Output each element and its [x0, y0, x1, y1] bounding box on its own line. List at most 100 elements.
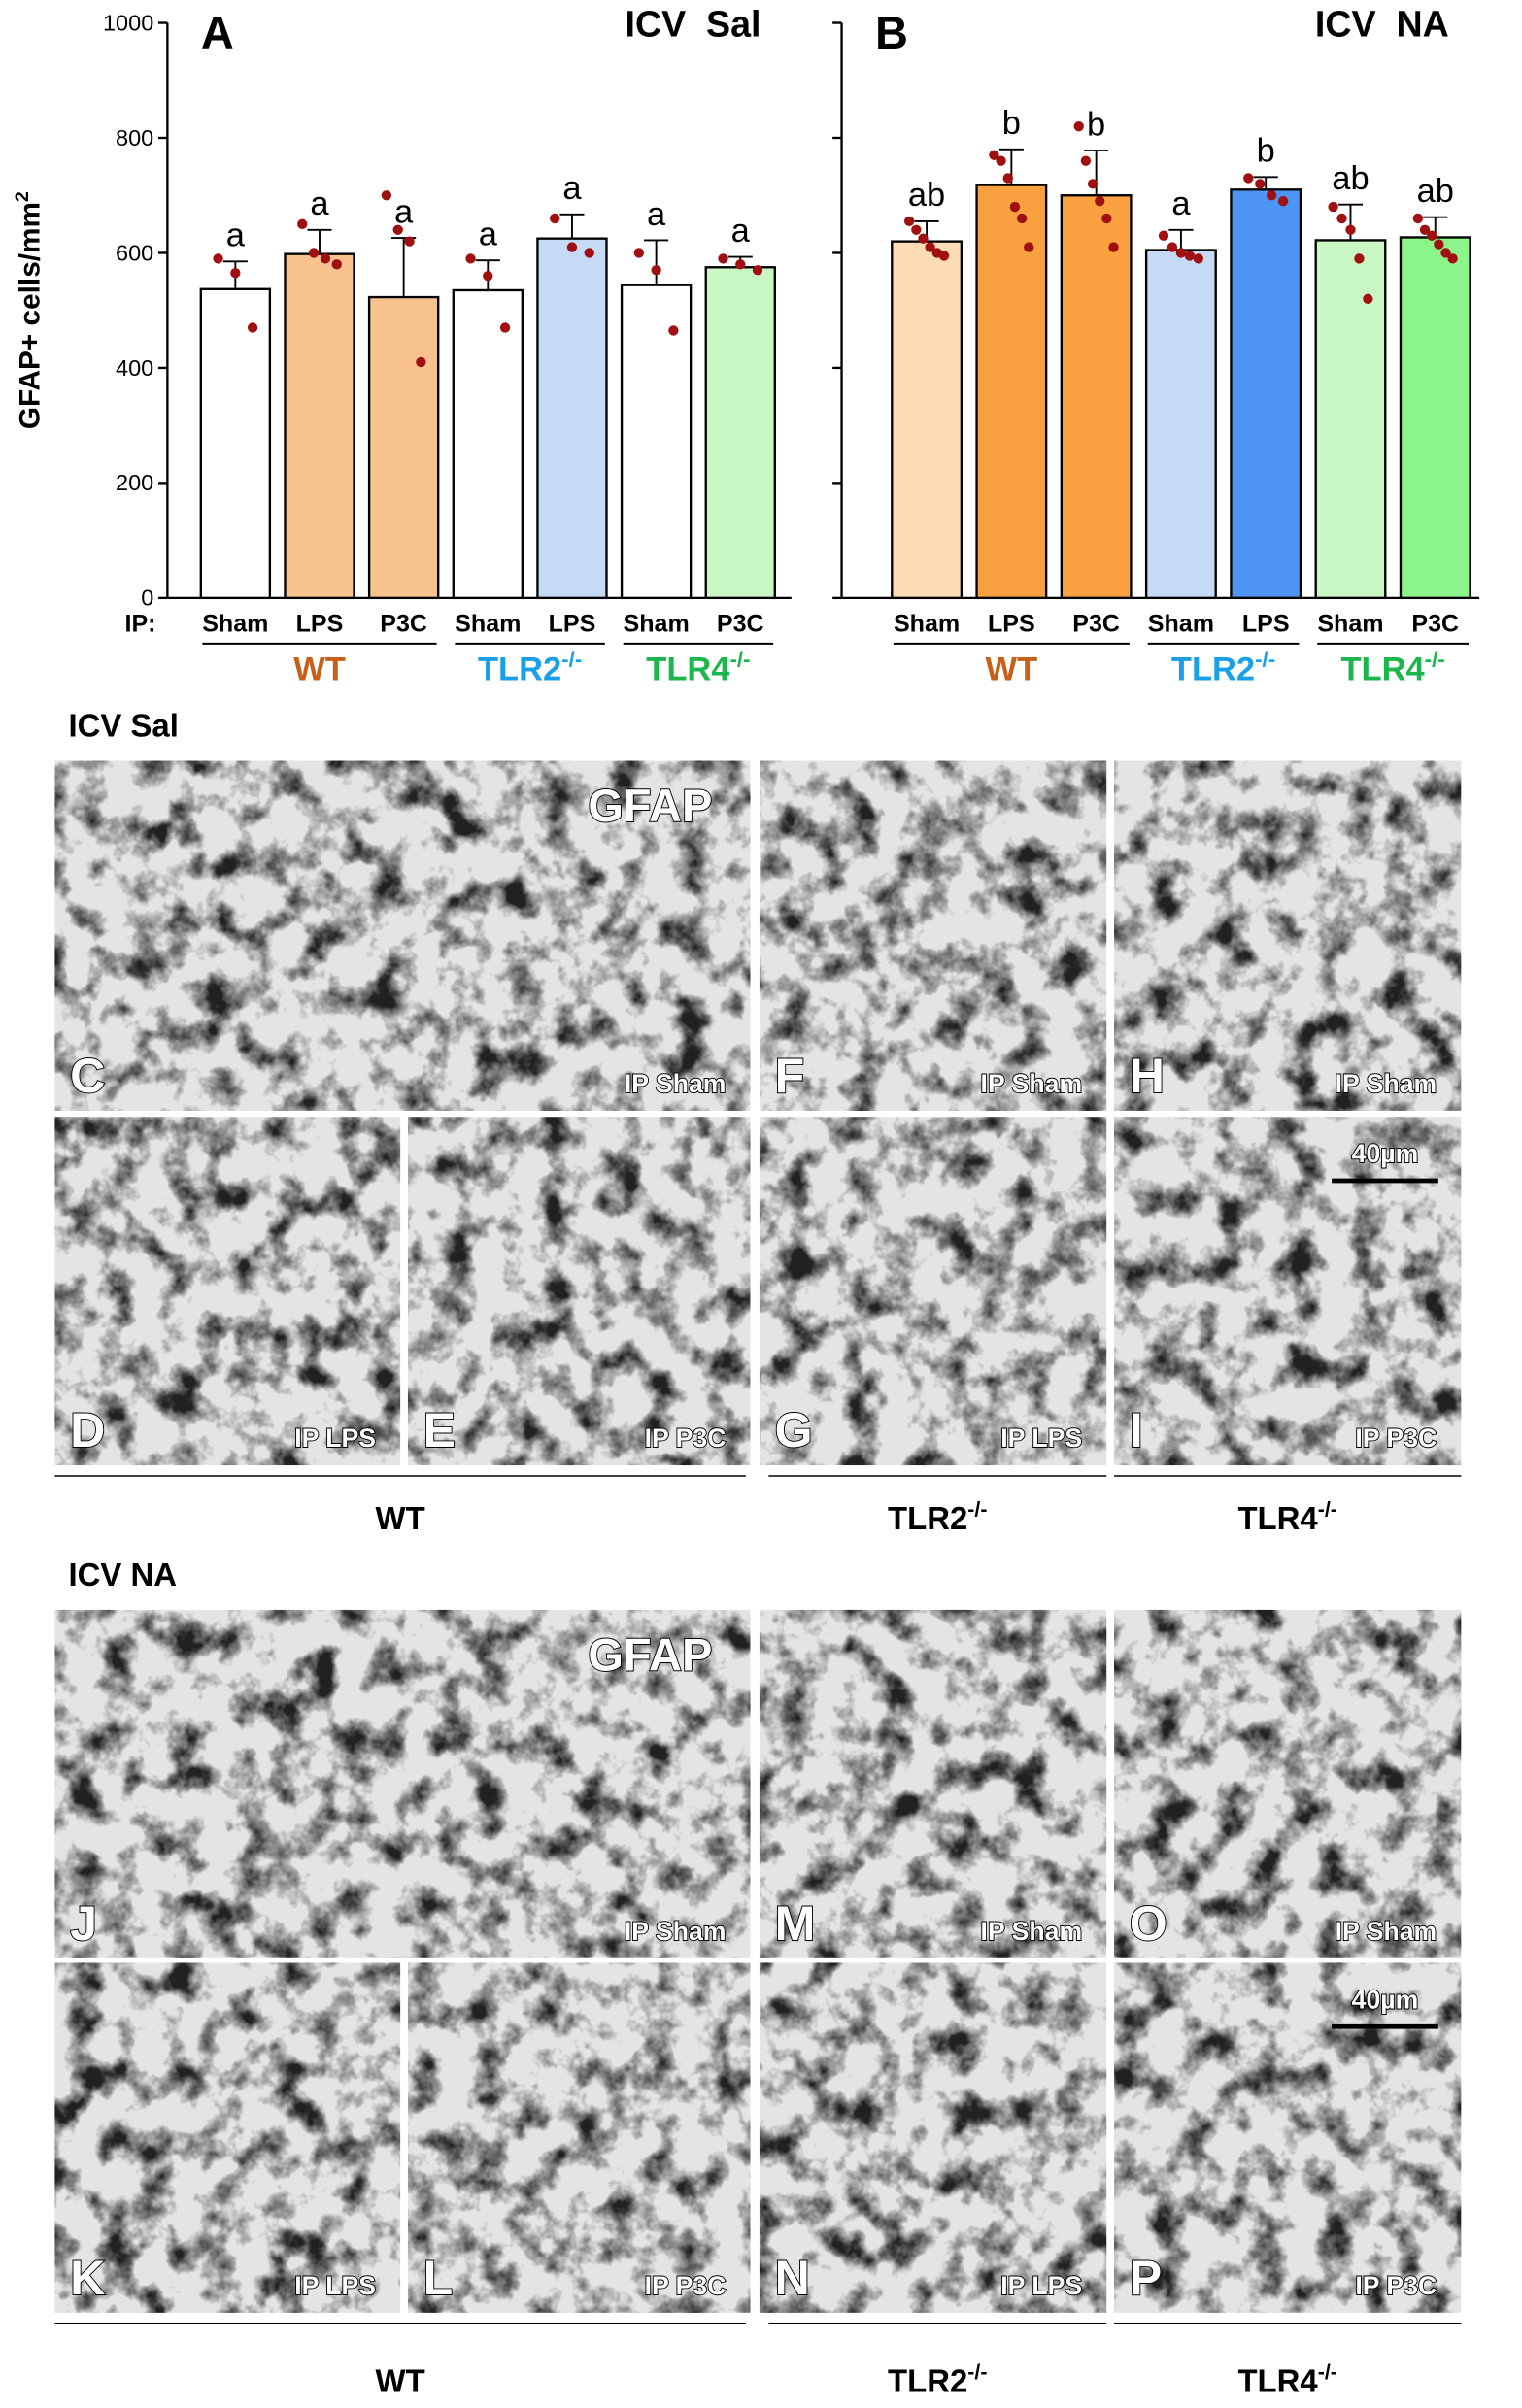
panel-letter: B [875, 7, 908, 58]
data-point [1095, 195, 1105, 207]
group-label: TLR2-/- [1171, 648, 1275, 688]
data-point [381, 190, 392, 201]
data-point [465, 253, 476, 264]
bar [1144, 249, 1217, 600]
bar [704, 266, 776, 600]
panel-letter: E [423, 1403, 456, 1457]
bar [199, 287, 272, 600]
data-point [1412, 213, 1424, 224]
data-point [1009, 201, 1021, 213]
data-point [1328, 201, 1338, 213]
x-tick-label: P3C [717, 610, 764, 637]
significance-letter: b [1002, 105, 1021, 142]
x-tick-label: LPS [296, 610, 344, 637]
genotype-label-sup: -/- [1318, 1498, 1337, 1522]
error-bar [391, 237, 417, 298]
panel-letter: M [775, 1896, 816, 1951]
micrograph [407, 1962, 751, 2313]
panel-caption: IP Sham [981, 1917, 1083, 1946]
y-axis-label: GFAP+ cells/mm2 [12, 191, 47, 429]
data-point [1447, 253, 1458, 264]
data-point [918, 233, 929, 244]
error-bar [1253, 176, 1278, 190]
significance-letter: b [1257, 133, 1275, 170]
data-point [1108, 242, 1119, 252]
data-point [404, 236, 415, 247]
x-tick-label: Sham [1317, 610, 1383, 637]
data-point [1087, 179, 1099, 189]
data-point [499, 322, 511, 333]
genotype-label: WT [376, 1500, 425, 1536]
x-tick-label: P3C [1072, 610, 1120, 637]
panel-caption: IP Sham [1336, 1917, 1437, 1946]
genotype-label: TLR4-/- [1237, 2360, 1336, 2398]
data-point [331, 259, 342, 270]
bar [452, 288, 524, 600]
scale-bar-label: 40µm [1352, 1985, 1419, 2014]
significance-letter: a [647, 196, 666, 233]
x-tick-label: Sham [455, 610, 521, 637]
micrograph [759, 760, 1107, 1111]
chart-title: ICV Sal [626, 4, 761, 45]
y-axis-label-main: GFAP+ cells/mm [15, 202, 47, 429]
bar [1314, 239, 1387, 600]
panel-caption: IP LPS [1000, 1423, 1082, 1453]
data-point [213, 253, 223, 264]
stain-label: GFAP [588, 780, 712, 831]
micrograph [54, 760, 751, 1111]
data-point [584, 248, 594, 258]
bar [620, 284, 693, 600]
panel-letter: C [70, 1049, 105, 1103]
micrograph [54, 1962, 401, 2313]
bar [975, 184, 1048, 600]
micrograph [407, 1117, 751, 1466]
panel-letter: F [775, 1049, 805, 1103]
y-axis-label-sup: 2 [12, 191, 33, 202]
data-point [651, 265, 661, 276]
group-label: TLR4-/- [1340, 648, 1444, 688]
panel-letter: N [775, 2251, 810, 2305]
x-prefix: IP: [124, 610, 155, 637]
genotype-label-main: TLR2 [888, 2362, 967, 2398]
panel-caption: IP P3C [1355, 1423, 1437, 1453]
data-point [1363, 293, 1373, 305]
significance-letter: ab [1417, 173, 1454, 210]
panel-letter: O [1130, 1896, 1167, 1951]
significance-letter: a [731, 213, 751, 250]
genotype-label-sup: -/- [967, 1498, 987, 1522]
x-tick-label: LPS [988, 610, 1035, 637]
data-point [735, 259, 746, 270]
x-tick-label: P3C [1411, 610, 1459, 637]
x-tick-label: LPS [549, 610, 596, 637]
group-label-sup: -/- [729, 648, 750, 672]
data-point [1354, 253, 1365, 264]
genotype-label-sup: -/- [967, 2360, 987, 2384]
data-point [1427, 230, 1437, 241]
micrograph [759, 1609, 1107, 1958]
data-point [633, 248, 645, 258]
data-point [668, 325, 679, 336]
error-bar [1168, 228, 1194, 251]
genotype-label-main: TLR4 [1237, 1500, 1318, 1536]
data-point [566, 242, 578, 252]
genotype-label-main: WT [376, 2362, 425, 2398]
panel-letter: A [201, 7, 234, 58]
group-label-sup: -/- [1255, 648, 1275, 672]
group-label-sup: -/- [1425, 648, 1445, 672]
data-point [1016, 213, 1028, 224]
bar [536, 237, 608, 600]
y-tick-label: 0 [141, 585, 153, 611]
panel-caption: IP Sham [625, 1917, 727, 1946]
group-label: TLR4-/- [646, 648, 750, 688]
scale-bar-label: 40µm [1352, 1139, 1419, 1168]
section-title: ICV NA [69, 1556, 177, 1592]
error-bar [559, 213, 585, 239]
micrograph [1114, 1962, 1462, 2313]
bar [891, 240, 964, 600]
error-bar [644, 239, 669, 285]
panel-caption: IP P3C [1355, 2271, 1437, 2300]
group-label-main: TLR2 [1171, 651, 1255, 687]
x-tick-label: P3C [380, 610, 427, 637]
group-label-main: WT [986, 651, 1038, 687]
